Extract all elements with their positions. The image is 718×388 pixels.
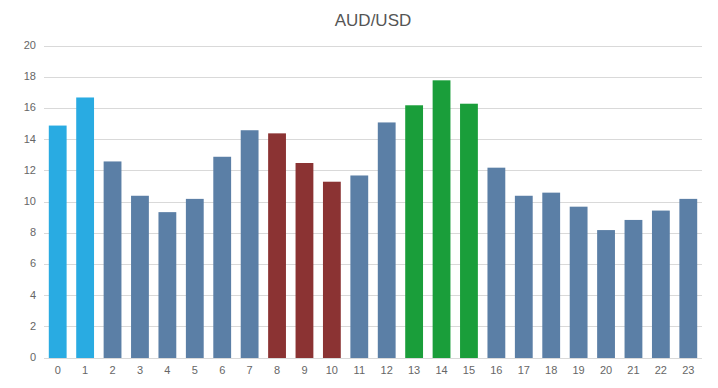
bar (542, 193, 560, 358)
title: AUD/USD (335, 11, 412, 30)
x-tick-label: 23 (682, 364, 694, 376)
x-tick-label: 19 (573, 364, 585, 376)
x-tick-label: 5 (192, 364, 198, 376)
grid-line (44, 139, 702, 140)
x-tick-label: 8 (274, 364, 280, 376)
bar (104, 161, 122, 358)
x-tick-labels: 01234567891011121314151617181920212223 (55, 364, 695, 376)
y-tick-label: 8 (30, 226, 36, 238)
x-tick-label: 0 (55, 364, 61, 376)
grid-line (44, 170, 702, 171)
bar (405, 105, 423, 358)
bar (652, 211, 670, 358)
bar (158, 212, 176, 358)
x-tick-label: 3 (137, 364, 143, 376)
x-tick-label: 15 (463, 364, 475, 376)
x-tick-label: 2 (109, 364, 115, 376)
bar (213, 157, 231, 358)
x-tick-label: 7 (247, 364, 253, 376)
y-tick-label: 10 (24, 195, 36, 207)
x-tick-label: 17 (518, 364, 530, 376)
y-tick-labels: 0 2 4 6 8 10 12 14 16 18 20 (24, 39, 36, 363)
chart: 0246810121416182001234567891011121314151… (0, 0, 718, 388)
x-tick-label: 4 (164, 364, 170, 376)
grid-line (44, 108, 702, 109)
bar (378, 122, 396, 358)
bar (433, 80, 451, 358)
bar (296, 163, 314, 358)
bar (625, 220, 643, 358)
x-tick-label: 22 (655, 364, 667, 376)
x-tick-label: 12 (381, 364, 393, 376)
bar (460, 104, 478, 358)
x-tick-label: 9 (301, 364, 307, 376)
y-tick-label: 20 (24, 39, 36, 51)
y-tick-label: 16 (24, 101, 36, 113)
x-tick-label: 13 (408, 364, 420, 376)
x-tick-label: 21 (627, 364, 639, 376)
bars (49, 80, 697, 358)
bar (323, 182, 341, 358)
grid-line (44, 77, 702, 78)
bar (241, 130, 259, 358)
bar (131, 196, 149, 358)
bar (350, 175, 368, 358)
bar (679, 199, 697, 358)
x-tick-label: 11 (354, 364, 365, 376)
bar (76, 97, 94, 358)
bar (49, 126, 67, 358)
y-tick-label: 18 (24, 70, 36, 82)
bar (570, 207, 588, 358)
x-tick-label: 18 (545, 364, 557, 376)
y-tick-label: 14 (24, 133, 36, 145)
x-tick-label: 10 (326, 364, 338, 376)
x-tick-label: 16 (490, 364, 502, 376)
bar (487, 168, 505, 358)
grid-line (44, 46, 702, 47)
bar (597, 230, 615, 358)
bar (268, 133, 286, 358)
y-tick-label: 12 (24, 164, 36, 176)
x-tick-label: 14 (435, 364, 447, 376)
bar (186, 199, 204, 358)
y-grid (44, 46, 702, 358)
y-tick-label: 0 (30, 351, 36, 363)
x-tick-label: 1 (82, 364, 88, 376)
x-tick-label: 6 (219, 364, 225, 376)
y-tick-label: 4 (30, 289, 36, 301)
bar (515, 196, 533, 358)
y-tick-label: 2 (30, 320, 36, 332)
y-tick-label: 6 (30, 257, 36, 269)
x-tick-label: 20 (600, 364, 612, 376)
